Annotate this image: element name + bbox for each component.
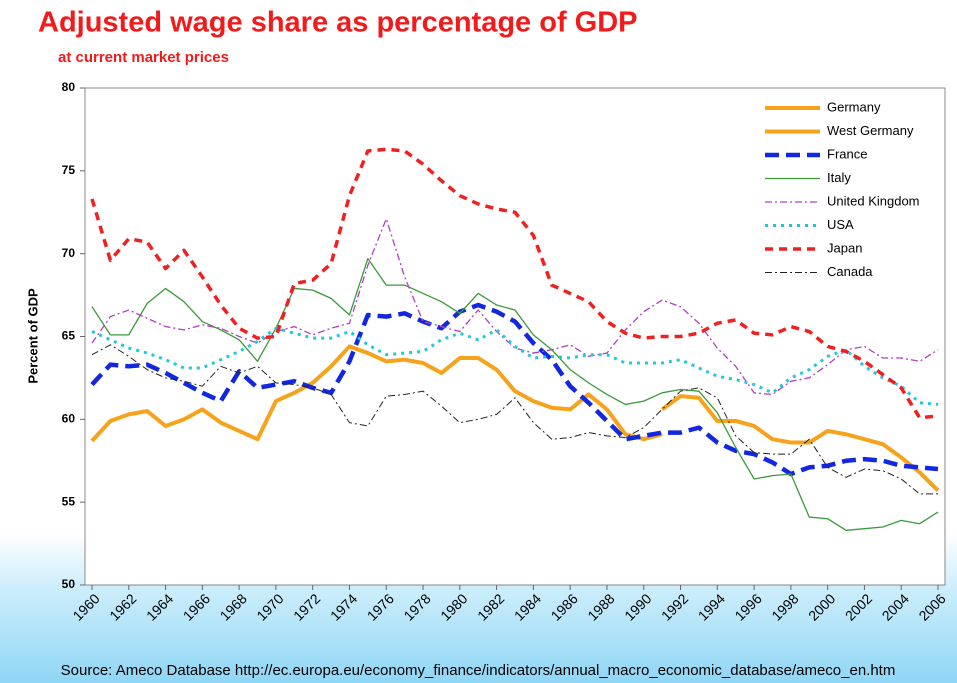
legend-label: Canada	[827, 264, 873, 279]
y-tick-label: 50	[62, 577, 76, 591]
series-line	[660, 394, 940, 492]
y-tick-label: 80	[62, 80, 76, 94]
legend-label: USA	[827, 217, 854, 232]
plot-area	[84, 87, 946, 586]
series-line	[90, 302, 939, 477]
legend-label: United Kingdom	[827, 193, 920, 208]
y-axis-label: Percent of GDP	[25, 288, 40, 384]
series-line	[91, 257, 939, 531]
legend-label: Italy	[827, 170, 851, 185]
chart-subtitle: at current market prices	[58, 49, 229, 66]
source-note: Source: Ameco Database http://ec.europa.…	[61, 662, 896, 679]
series-line	[91, 326, 939, 406]
series-line	[90, 147, 939, 420]
series-line	[91, 344, 938, 495]
y-tick-label: 60	[62, 412, 76, 426]
y-tick-label: 65	[62, 329, 76, 343]
y-tick-label: 75	[62, 163, 76, 177]
legend-label: Japan	[827, 240, 862, 255]
legend-label: France	[827, 146, 867, 161]
chart-title: Adjusted wage share as percentage of GDP	[38, 7, 638, 39]
legend-label: Germany	[827, 99, 881, 114]
series-line	[90, 344, 663, 443]
y-tick-label: 70	[62, 246, 76, 260]
legend-label: West Germany	[827, 123, 914, 138]
y-tick-label: 55	[62, 494, 76, 508]
